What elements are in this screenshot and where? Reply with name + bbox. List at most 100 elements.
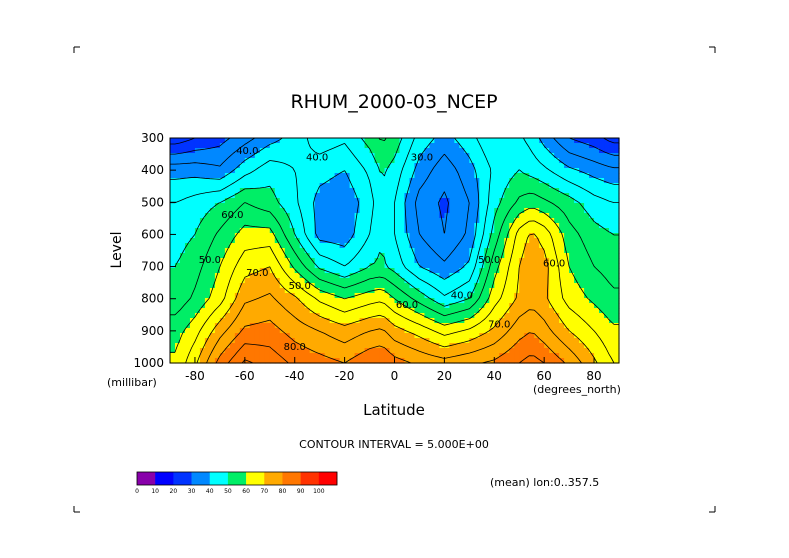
- heatmap-cell: [584, 338, 590, 344]
- heatmap-cell: [214, 233, 221, 239]
- heatmap-cell: [399, 243, 406, 249]
- heatmap-cell: [414, 358, 421, 364]
- heatmap-cell: [389, 198, 396, 204]
- heatmap-cell: [289, 158, 296, 164]
- heatmap-cell: [454, 148, 460, 154]
- heatmap-cell: [369, 323, 376, 329]
- heatmap-cell: [404, 143, 411, 149]
- heatmap-cell: [439, 293, 445, 299]
- heatmap-cell: [284, 233, 291, 239]
- heatmap-cell: [404, 193, 411, 199]
- heatmap-cell: [284, 198, 291, 204]
- heatmap-cell: [394, 173, 401, 179]
- heatmap-cell: [174, 278, 181, 284]
- heatmap-cell: [204, 278, 211, 284]
- heatmap-cell: [404, 338, 411, 344]
- heatmap-cell: [479, 188, 485, 194]
- heatmap-cell: [374, 308, 381, 314]
- heatmap-cell: [184, 208, 191, 214]
- heatmap-cell: [179, 158, 186, 164]
- heatmap-cell: [274, 338, 281, 344]
- heatmap-cell: [194, 273, 201, 279]
- heatmap-cell: [234, 163, 241, 169]
- heatmap-cell: [209, 298, 216, 304]
- heatmap-cell: [294, 243, 301, 249]
- heatmap-cell: [529, 158, 535, 164]
- heatmap-cell: [554, 148, 560, 154]
- heatmap-cell: [544, 298, 550, 304]
- heatmap-cell: [539, 148, 545, 154]
- heatmap-cell: [204, 188, 211, 194]
- heatmap-cell: [584, 263, 590, 269]
- heatmap-cell: [564, 248, 570, 254]
- heatmap-cell: [399, 298, 406, 304]
- heatmap-cell: [319, 313, 326, 319]
- heatmap-cell: [229, 278, 236, 284]
- heatmap-cell: [364, 148, 371, 154]
- heatmap-cell: [409, 268, 416, 274]
- heatmap-cell: [439, 178, 445, 184]
- heatmap-cell: [249, 188, 256, 194]
- heatmap-cell: [609, 218, 615, 224]
- heatmap-cell: [264, 303, 271, 309]
- heatmap-cell: [474, 328, 480, 334]
- heatmap-cell: [499, 348, 505, 354]
- heatmap-cell: [509, 163, 515, 169]
- heatmap-cell: [614, 218, 620, 224]
- heatmap-cell: [404, 188, 411, 194]
- heatmap-cell: [614, 333, 620, 339]
- heatmap-cell: [354, 213, 361, 219]
- heatmap-cell: [359, 228, 366, 234]
- heatmap-cell: [579, 353, 585, 359]
- heatmap-cell: [479, 303, 485, 309]
- heatmap-cell: [409, 263, 416, 269]
- heatmap-cell: [379, 303, 386, 309]
- heatmap-cell: [179, 293, 186, 299]
- heatmap-cell: [439, 283, 445, 289]
- heatmap-cell: [609, 168, 615, 174]
- heatmap-cell: [304, 163, 311, 169]
- heatmap-cell: [564, 263, 570, 269]
- heatmap-cell: [284, 183, 291, 189]
- heatmap-cell: [414, 303, 421, 309]
- heatmap-cell: [494, 178, 500, 184]
- heatmap-cell: [589, 293, 595, 299]
- heatmap-cell: [344, 143, 351, 149]
- heatmap-cell: [594, 293, 600, 299]
- heatmap-cell: [444, 298, 450, 304]
- heatmap-cell: [344, 168, 351, 174]
- heatmap-cell: [324, 313, 331, 319]
- heatmap-cell: [579, 188, 585, 194]
- heatmap-cell: [259, 348, 266, 354]
- heatmap-cell: [384, 218, 391, 224]
- heatmap-cell: [594, 288, 600, 294]
- heatmap-cell: [170, 158, 176, 164]
- heatmap-cell: [254, 238, 261, 244]
- heatmap-cell: [204, 348, 211, 354]
- heatmap-cell: [529, 328, 535, 334]
- heatmap-cell: [229, 308, 236, 314]
- heatmap-cell: [584, 213, 590, 219]
- heatmap-cell: [204, 238, 211, 244]
- heatmap-cell: [494, 233, 500, 239]
- heatmap-cell: [509, 213, 515, 219]
- heatmap-cell: [214, 288, 221, 294]
- heatmap-cell: [254, 303, 261, 309]
- heatmap-cell: [464, 348, 470, 354]
- heatmap-cell: [374, 143, 381, 149]
- heatmap-cell: [174, 283, 181, 289]
- heatmap-cell: [519, 223, 525, 229]
- heatmap-cell: [544, 203, 550, 209]
- heatmap-cell: [469, 318, 475, 324]
- heatmap-cell: [419, 358, 426, 364]
- heatmap-cell: [564, 343, 570, 349]
- heatmap-cell: [329, 303, 336, 309]
- heatmap-cell: [284, 168, 291, 174]
- heatmap-cell: [244, 153, 251, 159]
- heatmap-cell: [549, 268, 555, 274]
- heatmap-cell: [394, 198, 401, 204]
- heatmap-cell: [504, 153, 510, 159]
- colorbar-swatch: [264, 472, 283, 485]
- heatmap-cell: [234, 308, 241, 314]
- heatmap-cell: [179, 333, 186, 339]
